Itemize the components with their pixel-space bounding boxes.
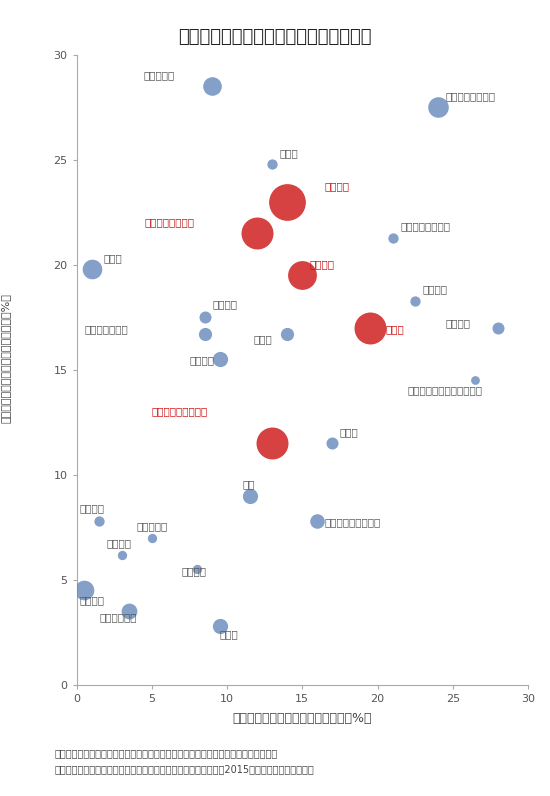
Text: カフェ: カフェ — [104, 253, 123, 263]
Point — [80, 584, 89, 597]
Text: ホテル: ホテル — [254, 334, 272, 345]
Text: スーパー: スーパー — [310, 259, 335, 269]
Point — [208, 80, 217, 92]
Point — [125, 605, 134, 618]
Point — [313, 515, 322, 528]
Text: その他: その他 — [219, 629, 238, 638]
Point — [268, 437, 277, 450]
Point — [471, 374, 480, 387]
Text: 居酒屋: 居酒屋 — [385, 324, 404, 334]
Text: アミューズメント: アミューズメント — [400, 221, 450, 232]
Text: パン屋: パン屋 — [340, 427, 359, 437]
Point — [215, 353, 224, 365]
Text: 倉庫: 倉庫 — [242, 479, 255, 490]
Text: 図１　学生バイトの不当行為被害経験率: 図１ 学生バイトの不当行為被害経験率 — [178, 28, 372, 46]
Point — [192, 563, 201, 576]
Text: 寿司屋: 寿司屋 — [280, 148, 299, 158]
Text: ファーストフード: ファーストフード — [446, 91, 495, 101]
Text: 合意した以上のシフトを入れられた（%）: 合意した以上のシフトを入れられた（%） — [1, 293, 10, 423]
Point — [411, 295, 420, 307]
Text: アパレル: アパレル — [190, 356, 214, 365]
Text: 学習塾（個別指導）: 学習塾（個別指導） — [152, 406, 208, 416]
Point — [215, 620, 224, 633]
Point — [283, 328, 292, 341]
X-axis label: 合意した以外の仕事をさせられた（%）: 合意した以外の仕事をさせられた（%） — [233, 712, 372, 725]
Text: 試食販売: 試食販売 — [80, 503, 104, 513]
Point — [200, 328, 209, 341]
Point — [298, 269, 307, 282]
Text: 学習塾（集団指導）: 学習塾（集団指導） — [325, 517, 381, 528]
Point — [493, 322, 502, 334]
Text: 結婚式場: 結婚式場 — [212, 299, 237, 309]
Text: デパート: デパート — [423, 284, 448, 295]
Text: 個人経営飲食店: 個人経営飲食店 — [84, 324, 128, 334]
Point — [253, 227, 262, 240]
Point — [87, 263, 96, 275]
Text: ＊厚労省『大学生等に対するアルバイトに関する意識等調査』（2015年）より薊田敏彦作成。: ＊厚労省『大学生等に対するアルバイトに関する意識等調査』（2015年）より薊田敏… — [55, 763, 315, 774]
Point — [117, 548, 126, 561]
Text: ＊バイト経験のある大学生等の回答による。ドットの大きさで人数（母数）を表現。: ＊バイト経験のある大学生等の回答による。ドットの大きさで人数（母数）を表現。 — [55, 747, 278, 758]
Point — [147, 532, 156, 544]
Point — [95, 515, 103, 528]
Text: イベント会社: イベント会社 — [99, 612, 137, 622]
Point — [433, 101, 442, 114]
Point — [200, 311, 209, 324]
Point — [366, 322, 375, 334]
Text: 家庭教師: 家庭教師 — [107, 538, 132, 548]
Text: その他チェーン店: その他チェーン店 — [144, 217, 194, 227]
Text: コンビニ: コンビニ — [325, 181, 350, 191]
Text: 洋菓子店: 洋菓子店 — [446, 318, 470, 328]
Text: その他教育: その他教育 — [137, 521, 168, 532]
Point — [268, 158, 277, 170]
Point — [283, 196, 292, 209]
Text: 学習塾（個別・集団指導）: 学習塾（個別・集団指導） — [408, 385, 483, 395]
Point — [388, 231, 397, 244]
Point — [245, 490, 254, 502]
Text: ファミレス: ファミレス — [143, 70, 174, 80]
Text: 試験監督: 試験監督 — [80, 595, 104, 605]
Text: 医療機関: 医療機関 — [182, 566, 207, 576]
Point — [328, 437, 337, 450]
